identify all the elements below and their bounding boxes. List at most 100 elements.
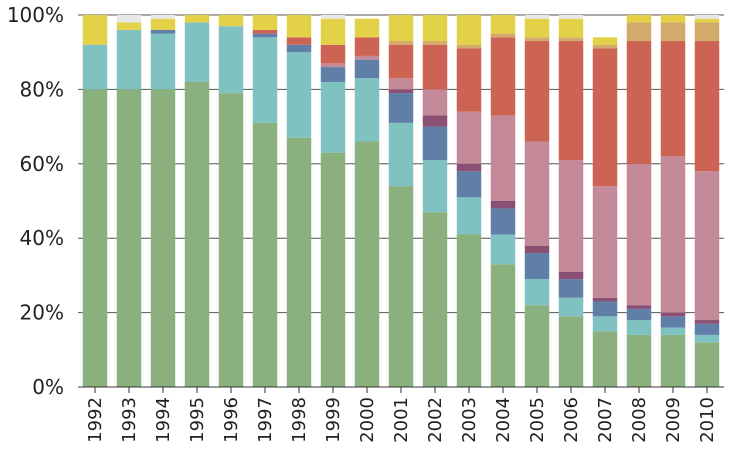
bar-segment (490, 115, 516, 201)
x-tick-label: 2001 (391, 397, 412, 443)
bar-segment (354, 55, 380, 60)
x-tick-label: 2002 (425, 397, 446, 443)
bar-stack-2005 (524, 15, 550, 387)
x-tick-label: 2004 (493, 397, 514, 443)
bar-segment (490, 234, 516, 265)
x-tick-label: 1992 (85, 397, 106, 443)
bar-segment (592, 186, 618, 298)
x-tick-label: 1995 (187, 397, 208, 443)
bar-segment (252, 29, 278, 34)
bar-segment (694, 320, 720, 324)
bar-segment (320, 81, 346, 153)
bar-stack-2003 (456, 15, 482, 387)
y-axis: 0% 20% 40% 60% 80% 100% (7, 3, 64, 399)
bar-segment (456, 197, 482, 235)
x-tick-label: 2005 (527, 397, 548, 443)
bar-segment (456, 171, 482, 198)
x-tick-label: 2009 (663, 397, 684, 443)
bar-segment (354, 37, 380, 56)
bar-segment (252, 122, 278, 387)
bar-segment (82, 15, 108, 45)
bar-stack-2004 (490, 15, 516, 387)
bar-stack-1997 (252, 15, 278, 387)
x-tick-label: 2010 (697, 397, 718, 443)
bar-segment (422, 89, 448, 116)
bar-segment (150, 29, 176, 34)
bar-segment (558, 37, 584, 42)
bar-segment (388, 89, 414, 94)
bar-segment (524, 305, 550, 387)
bar-segment (592, 37, 618, 45)
bar-segment (490, 208, 516, 235)
bar-segment (252, 15, 278, 30)
bar-stack-2002 (422, 15, 448, 387)
bar-segment (218, 26, 244, 94)
bar-segment (354, 18, 380, 38)
bar-segment (354, 78, 380, 142)
bar-stack-2008 (626, 15, 652, 387)
bar-segment (592, 297, 618, 302)
bar-segment (82, 44, 108, 90)
y-tick-label: 100% (7, 3, 64, 27)
bar-segment (388, 186, 414, 387)
bar-segment (592, 44, 618, 49)
bar-segment (524, 141, 550, 246)
bar-segment (184, 15, 210, 23)
bar-segment (626, 163, 652, 306)
bar-segment (694, 15, 720, 19)
x-tick-label: 2003 (459, 397, 480, 443)
bar-segment (490, 37, 516, 116)
bar-stack-2010 (694, 15, 720, 387)
bar-stack-1992 (82, 15, 108, 388)
bar-segment (490, 264, 516, 387)
bar-segment (490, 15, 516, 34)
bar-segment (218, 93, 244, 388)
bar-stack-1995 (184, 15, 210, 388)
bar-segment (456, 15, 482, 45)
bar-segment (660, 41, 686, 157)
bar-segment (150, 18, 176, 30)
bar-stack-2009 (660, 15, 686, 387)
bar-segment (422, 15, 448, 42)
bar-segment (286, 52, 312, 138)
bar-stack-2007 (592, 37, 618, 387)
x-tick-label: 1994 (153, 397, 174, 443)
bar-segment (456, 48, 482, 112)
bars (82, 15, 720, 388)
bar-segment (660, 312, 686, 317)
bar-segment (524, 37, 550, 42)
bar-segment (388, 44, 414, 79)
bar-segment (660, 15, 686, 23)
bar-segment (524, 41, 550, 142)
bar-segment (626, 308, 652, 321)
x-tick-label: 1997 (255, 397, 276, 443)
bar-segment (558, 15, 584, 19)
bar-segment (626, 22, 652, 42)
bar-stack-1993 (116, 15, 142, 388)
bar-segment (320, 63, 346, 68)
x-axis: 1992 1993 1994 1995 1996 1997 1998 1999 2000 2001… (78, 386, 724, 443)
bar-segment (558, 297, 584, 317)
bar-segment (218, 15, 244, 27)
bar-stack-1998 (286, 15, 312, 387)
x-tick-label: 1999 (323, 397, 344, 443)
bar-segment (694, 171, 720, 321)
x-tick-label: 1993 (119, 397, 140, 443)
bar-segment (456, 234, 482, 387)
bar-segment (388, 78, 414, 90)
x-tick-label: 1998 (289, 397, 310, 443)
bar-segment (490, 33, 516, 38)
bar-segment (388, 93, 414, 123)
x-tick-label: 1996 (221, 397, 242, 443)
y-tick-label: 20% (20, 301, 64, 325)
x-tick-label: 2008 (629, 397, 650, 443)
bar-segment (422, 126, 448, 161)
y-tick-label: 40% (20, 226, 64, 250)
bar-segment (694, 22, 720, 42)
bar-segment (422, 212, 448, 387)
bar-segment (150, 89, 176, 388)
bar-segment (388, 122, 414, 187)
bar-segment (524, 18, 550, 38)
bar-segment (422, 115, 448, 127)
bar-segment (490, 201, 516, 209)
